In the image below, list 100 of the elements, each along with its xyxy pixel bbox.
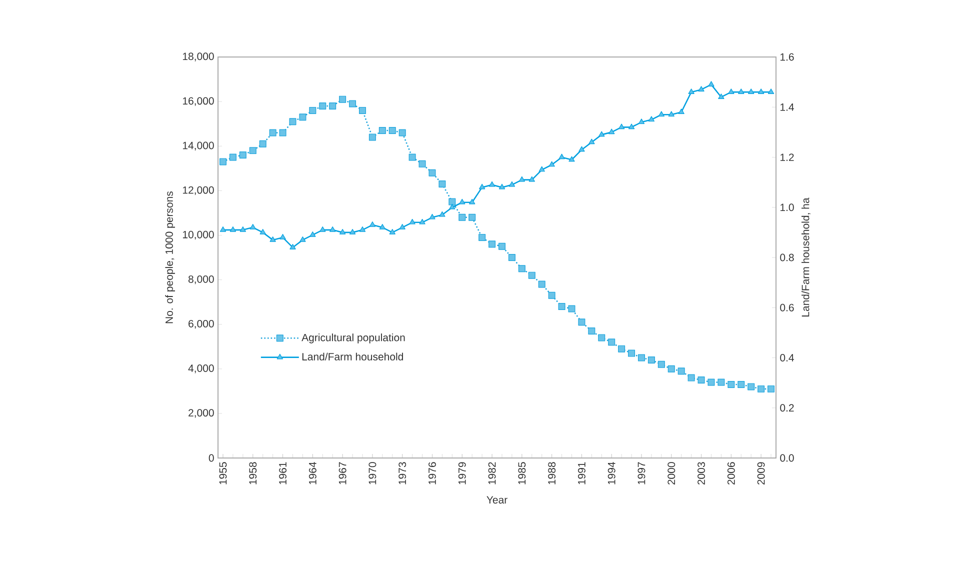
point — [558, 303, 566, 310]
y2-tick-label: 0.8 — [780, 254, 794, 262]
point — [398, 129, 406, 136]
point — [290, 244, 296, 250]
point — [310, 231, 316, 237]
point — [668, 365, 675, 372]
point — [648, 356, 655, 364]
point — [518, 265, 526, 272]
x-tick-label: 2000 — [668, 462, 676, 485]
y-tick-label: 4,000 — [188, 364, 214, 374]
y-axis-title: No. of people, 1000 persons — [165, 191, 175, 324]
point — [578, 318, 586, 326]
point — [349, 228, 356, 234]
point — [738, 88, 744, 94]
point — [688, 374, 695, 382]
y-tick-label: 12,000 — [182, 186, 214, 195]
y-tick-label: 18,000 — [182, 52, 214, 62]
legend-label: Land/Farm household — [302, 352, 403, 360]
point — [369, 221, 376, 227]
point — [598, 131, 605, 137]
point — [568, 305, 576, 312]
point — [270, 236, 276, 242]
point — [280, 234, 286, 240]
x-axis-title: Year — [486, 496, 508, 504]
y-tick-label: 14,000 — [182, 142, 214, 150]
point — [419, 218, 426, 224]
point — [608, 338, 616, 346]
point — [330, 226, 336, 232]
y2-tick-label: 0.2 — [780, 404, 794, 412]
point — [768, 385, 775, 392]
point — [438, 180, 446, 188]
x-tick-label: 1988 — [548, 462, 556, 484]
y2-tick-label: 1.4 — [780, 104, 794, 111]
point — [388, 127, 396, 134]
point — [748, 88, 754, 94]
point — [459, 198, 466, 204]
x-tick-label: 1961 — [279, 462, 286, 484]
point — [219, 158, 226, 166]
point — [638, 354, 645, 362]
point — [469, 198, 476, 204]
point — [528, 176, 535, 182]
point — [498, 242, 506, 250]
point — [249, 147, 256, 154]
point — [658, 360, 665, 368]
point — [428, 169, 436, 176]
y2-tick-label: 0.6 — [780, 304, 794, 312]
x-tick-label: 1991 — [578, 462, 586, 484]
y-tick-label: 6,000 — [188, 320, 214, 329]
point — [339, 96, 346, 103]
x-tick-label: 1985 — [518, 462, 526, 484]
point — [628, 350, 636, 357]
point — [449, 204, 456, 210]
point — [688, 88, 694, 94]
point — [678, 108, 684, 114]
point — [259, 140, 266, 148]
point — [498, 184, 506, 190]
point — [578, 146, 585, 152]
point — [698, 86, 704, 92]
point — [718, 378, 725, 386]
point — [618, 124, 625, 130]
x-tick-label: 1979 — [458, 462, 466, 484]
point — [568, 156, 575, 162]
x-tick-label: 2003 — [698, 462, 705, 485]
point — [319, 102, 326, 110]
x-tick-label: 1982 — [488, 462, 496, 484]
point — [229, 154, 236, 161]
x-tick-label: 1997 — [638, 462, 646, 484]
point — [299, 114, 306, 121]
point — [429, 214, 436, 220]
x-tick-label: 1955 — [219, 462, 227, 484]
point — [409, 218, 416, 224]
x-tick-label: 1970 — [368, 462, 376, 484]
point — [588, 328, 596, 335]
point — [329, 102, 336, 110]
point — [368, 134, 376, 141]
point — [468, 214, 476, 221]
y-tick-label: 8,000 — [188, 275, 214, 284]
point — [708, 378, 715, 386]
x-tick-label: 1994 — [608, 462, 616, 484]
point — [378, 127, 386, 134]
point — [728, 380, 735, 388]
point — [478, 184, 486, 190]
x-tick-label: 2009 — [757, 462, 765, 485]
point — [309, 106, 316, 114]
x-tick-label: 2006 — [727, 462, 735, 485]
point — [359, 226, 366, 232]
point — [399, 224, 406, 230]
y-tick-label: 16,000 — [182, 97, 214, 106]
y2-tick-label: 1.6 — [780, 53, 794, 61]
point — [439, 211, 446, 217]
point — [240, 226, 246, 232]
point — [638, 118, 645, 124]
point — [658, 111, 664, 117]
point — [508, 181, 516, 187]
legend-label: Agricultural population — [302, 334, 405, 344]
point — [538, 166, 545, 172]
point — [548, 292, 556, 299]
point — [758, 385, 765, 392]
point — [279, 129, 286, 136]
y2-axis-title: Land/Farm household, ha — [801, 198, 810, 316]
